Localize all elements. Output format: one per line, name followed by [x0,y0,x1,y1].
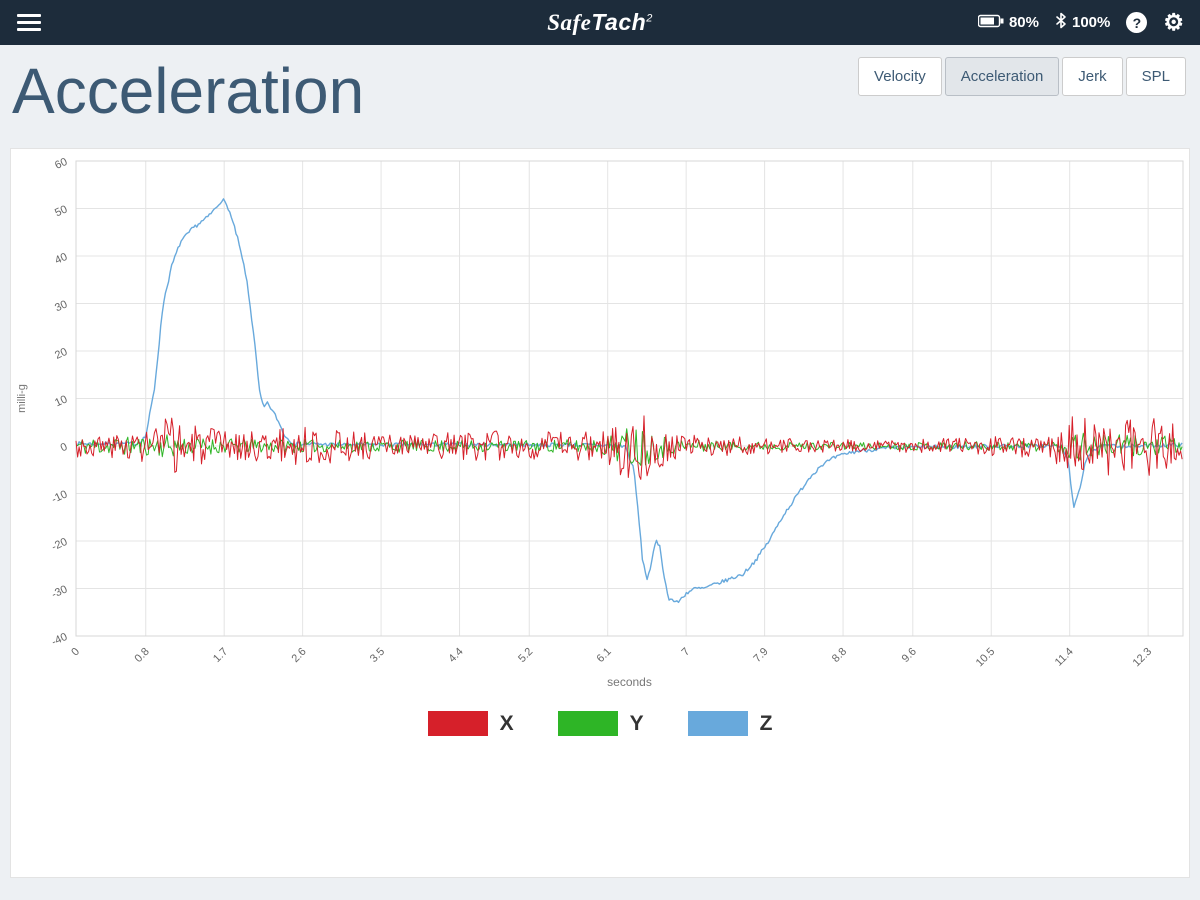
tab-jerk[interactable]: Jerk [1062,57,1123,96]
svg-text:0: 0 [69,646,82,659]
status-group: 80% 100% ? ⚙ [977,9,1184,35]
svg-text:-20: -20 [50,536,69,554]
svg-text:12.3: 12.3 [1131,646,1155,670]
svg-text:7.9: 7.9 [751,646,770,665]
legend-item-y: Y [557,711,644,736]
legend-swatch-y [557,711,618,736]
svg-text:seconds: seconds [607,675,652,689]
legend-item-x: X [427,711,514,736]
svg-text:-10: -10 [50,488,69,506]
svg-text:40: 40 [53,251,69,267]
svg-text:-40: -40 [50,631,69,649]
page-title: Acceleration [12,55,365,127]
svg-text:50: 50 [53,203,69,219]
svg-text:11.4: 11.4 [1053,646,1076,669]
app-logo: SafeTach2 [547,9,653,36]
svg-text:20: 20 [53,346,69,362]
legend-label-x: X [499,711,514,735]
svg-text:1.7: 1.7 [211,646,230,665]
help-icon[interactable]: ? [1126,12,1148,33]
view-tabs: Velocity Acceleration Jerk SPL [858,57,1186,96]
svg-text:3.5: 3.5 [368,646,387,665]
svg-text:-30: -30 [50,583,69,601]
svg-text:7: 7 [679,646,692,659]
logo-tach: Tach [591,9,647,35]
svg-text:10.5: 10.5 [974,646,998,670]
svg-text:10: 10 [53,393,69,409]
svg-text:6.1: 6.1 [595,646,614,665]
svg-text:9.6: 9.6 [900,646,919,665]
tab-velocity[interactable]: Velocity [858,57,942,96]
bluetooth-status: 100% [1055,12,1110,33]
chart-legend: X Y Z [11,711,1189,736]
svg-text:0.8: 0.8 [133,646,152,665]
svg-text:2.6: 2.6 [289,646,308,665]
legend-swatch-z [687,711,748,736]
legend-item-z: Z [687,711,773,736]
tab-acceleration[interactable]: Acceleration [944,57,1060,96]
legend-label-z: Z [759,711,773,735]
bluetooth-label: 100% [1072,14,1111,31]
svg-text:milli-g: milli-g [16,384,28,413]
logo-safe: Safe [547,10,592,35]
bluetooth-icon [1055,12,1067,33]
battery-status: 80% [977,14,1039,32]
svg-text:4.4: 4.4 [446,646,465,665]
svg-text:60: 60 [53,156,69,172]
svg-text:30: 30 [53,298,69,314]
legend-swatch-x [427,711,488,736]
logo-sup: 2 [646,12,653,25]
chart-card: 60 50 40 30 20 10 0 -10 -20 -30 -40 0 0.8 1.7 2.6 3.5 4.… [10,148,1190,878]
battery-icon [977,14,1004,32]
tab-spl[interactable]: SPL [1125,57,1186,96]
top-bar: SafeTach2 80% 100% ? ⚙ [0,0,1200,45]
svg-text:5.2: 5.2 [516,646,535,665]
legend-label-y: Y [629,711,644,735]
svg-text:8.8: 8.8 [830,646,849,665]
battery-label: 80% [1008,14,1039,31]
gear-icon[interactable]: ⚙ [1163,9,1184,35]
svg-text:0: 0 [59,441,70,454]
menu-icon[interactable] [13,6,45,39]
